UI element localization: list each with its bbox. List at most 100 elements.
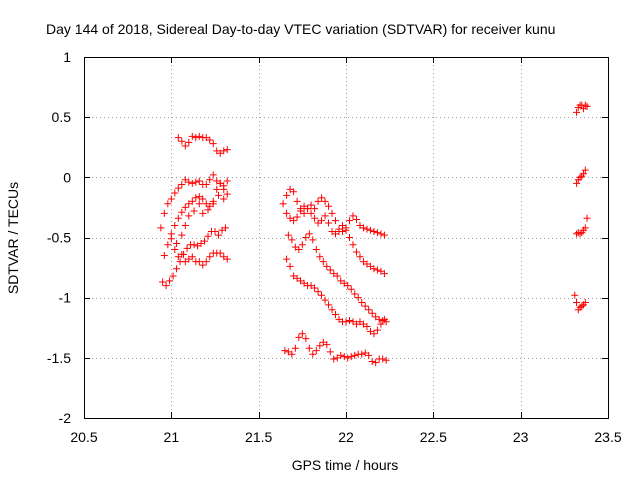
data-point	[330, 355, 338, 363]
data-point	[204, 232, 212, 240]
y-tick-label: 0.5	[52, 109, 72, 125]
data-point	[220, 195, 228, 203]
data-point	[178, 231, 186, 239]
data-point	[365, 306, 373, 314]
data-point	[332, 311, 340, 319]
data-point	[347, 353, 355, 361]
data-point	[171, 246, 179, 254]
data-point	[178, 250, 186, 258]
data-point	[174, 214, 182, 222]
data-point	[312, 246, 320, 254]
data-point	[159, 278, 167, 286]
data-point	[162, 282, 170, 290]
data-point	[157, 224, 165, 232]
data-point	[160, 209, 168, 217]
data-point	[223, 190, 231, 198]
x-tick-label: 22.5	[420, 429, 447, 445]
data-point	[363, 323, 371, 331]
data-point	[368, 309, 376, 317]
data-point	[316, 342, 324, 350]
data-point	[181, 142, 189, 150]
data-point	[188, 179, 196, 187]
series-sat-c-3	[573, 214, 591, 238]
data-point	[293, 213, 301, 221]
data-point	[288, 350, 296, 358]
data-point	[185, 178, 193, 186]
y-tick-label: -0.5	[47, 230, 71, 246]
data-point	[190, 207, 198, 215]
data-point	[206, 176, 214, 184]
data-point	[223, 255, 231, 263]
data-point	[173, 240, 181, 248]
series-sat-a-5	[171, 246, 231, 269]
data-point	[328, 306, 336, 314]
data-point	[174, 184, 182, 192]
data-point	[333, 272, 341, 280]
data-point	[209, 171, 217, 179]
data-point	[281, 347, 289, 355]
data-point	[370, 265, 378, 273]
data-point	[342, 226, 350, 234]
data-point	[580, 170, 588, 178]
data-point	[351, 351, 359, 359]
data-point	[302, 335, 310, 343]
x-tick-label: 20.5	[70, 429, 97, 445]
data-point	[581, 166, 589, 174]
data-point	[311, 284, 319, 292]
data-point	[183, 244, 191, 252]
data-point	[199, 209, 207, 217]
data-point	[349, 212, 357, 220]
data-point	[288, 236, 296, 244]
data-point	[164, 200, 172, 208]
data-point	[181, 221, 189, 229]
data-point	[314, 288, 322, 296]
data-point	[216, 249, 224, 257]
data-point	[304, 205, 312, 213]
x-tick-label: 23.5	[594, 429, 621, 445]
data-point	[319, 258, 327, 266]
data-point	[373, 326, 381, 334]
data-point	[340, 353, 348, 361]
series-sat-c-1	[573, 101, 591, 116]
data-point	[178, 208, 186, 216]
data-point	[283, 191, 291, 199]
series-sat-a-3	[160, 179, 231, 260]
data-point	[160, 252, 168, 260]
data-point	[298, 241, 306, 249]
data-point	[583, 102, 591, 110]
data-point	[326, 348, 334, 356]
data-point	[323, 262, 331, 270]
data-point	[380, 315, 388, 323]
data-point	[192, 134, 200, 142]
y-tick-label: 1	[63, 49, 71, 65]
data-point	[325, 301, 333, 309]
data-point	[167, 195, 175, 203]
data-point	[354, 294, 362, 302]
data-point	[167, 235, 175, 243]
data-point	[220, 147, 228, 155]
data-point	[181, 203, 189, 211]
data-point	[337, 351, 345, 359]
y-tick-label: -2	[59, 410, 72, 426]
y-axis-title: SDTVAR / TECUs	[5, 182, 21, 294]
data-point	[195, 200, 203, 208]
data-point	[370, 227, 378, 235]
data-point	[195, 132, 203, 140]
data-point	[295, 246, 303, 254]
data-point	[199, 261, 207, 269]
data-point	[223, 177, 231, 185]
data-point	[576, 230, 584, 238]
series-sat-a-6	[167, 191, 228, 248]
data-point	[185, 138, 193, 146]
data-point	[290, 188, 298, 196]
data-point	[214, 231, 222, 239]
data-point	[188, 132, 196, 140]
data-point	[358, 298, 366, 306]
data-point	[307, 201, 315, 209]
x-tick-labels: 20.5 21 21.5 22 22.5 23 23.5	[70, 429, 621, 445]
y-tick-label: -1	[59, 290, 72, 306]
data-point	[573, 298, 581, 306]
data-point	[366, 226, 374, 234]
y-tick-label: 0	[63, 169, 71, 185]
data-point	[351, 290, 359, 298]
